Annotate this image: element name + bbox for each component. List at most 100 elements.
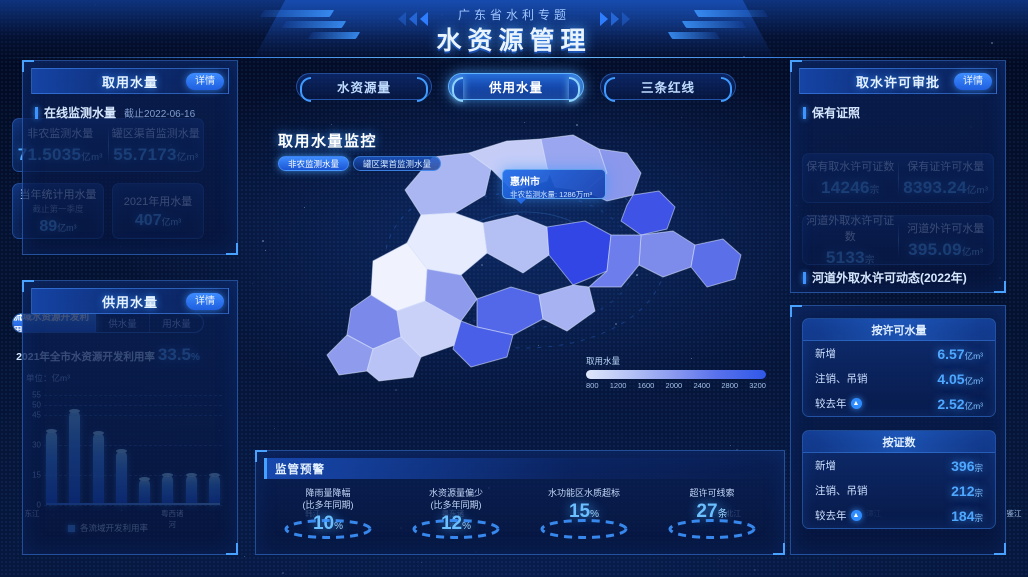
dynamics-row-unit: 亿m³ bbox=[965, 401, 983, 411]
map-legend-gradient bbox=[586, 370, 766, 379]
warning-item: 降雨量降幅 (比多年同期) 10% bbox=[264, 487, 392, 535]
dynamics-row-unit: 亿m³ bbox=[965, 351, 983, 361]
legend-tick: 3200 bbox=[749, 381, 766, 390]
map-chip-canal-head[interactable]: 罐区渠首监测水量 bbox=[353, 156, 441, 171]
detail-button-supply[interactable]: 详情 bbox=[186, 293, 224, 310]
panel-header: 取水许可审批 详情 bbox=[799, 68, 997, 94]
panel-header: 取用水量 详情 bbox=[31, 68, 229, 94]
detail-button-permit[interactable]: 详情 bbox=[954, 73, 992, 90]
section-label-online-monitoring: 在线监测水量 截止2022-06-16 bbox=[35, 104, 237, 121]
section-note-text: 截止2022-06-16 bbox=[124, 105, 195, 120]
map-region bbox=[639, 231, 695, 277]
warning-label: 降雨量降幅 (比多年同期) bbox=[264, 487, 392, 511]
map-title: 取用水量监控 bbox=[278, 130, 377, 151]
dynamics-row: 新增 396宗 bbox=[803, 453, 995, 478]
panel-title: 供用水量 bbox=[102, 292, 158, 311]
map-chip-group: 非农监测水量 罐区渠首监测水量 bbox=[278, 156, 441, 171]
panel-header: 供用水量 详情 bbox=[31, 288, 229, 314]
dynamics-row-label: 注销、吊销 bbox=[815, 371, 868, 386]
section-label-text: 保有证照 bbox=[812, 104, 860, 121]
page-header: 广东省水利专题 水资源管理 bbox=[0, 0, 1028, 62]
dynamics-row-label: 新增 bbox=[815, 458, 836, 473]
dynamics-row-value: 6.57亿m³ bbox=[937, 346, 983, 362]
dynamics-row: 注销、吊销 4.05亿m³ bbox=[803, 366, 995, 391]
warning-item: 水资源量偏少 (比多年同期) 12% bbox=[392, 487, 520, 535]
warning-dashed-ring-icon bbox=[538, 519, 630, 539]
map-legend: 取用水量 800 1200 1600 2000 2400 2800 3200 bbox=[586, 355, 766, 390]
dynamics-row-value: 184宗 bbox=[951, 508, 983, 524]
main-tab-bar: 水资源量 供用水量 三条红线 bbox=[296, 73, 736, 100]
dashboard-root: 广东省水利专题 水资源管理 水资源量 供用水量 三条红线 bbox=[0, 0, 1028, 577]
legend-tick: 800 bbox=[586, 381, 599, 390]
subcard-by-volume: 按许可水量 新增 6.57亿m³ 注销、吊销 4.05亿m³ 较去年 ▲ 2.52亿m³ bbox=[802, 318, 996, 417]
section-marker bbox=[803, 107, 806, 119]
section-label-text: 河道外取水许可动态(2022年) bbox=[812, 269, 967, 286]
dynamics-row-value: 396宗 bbox=[951, 458, 983, 474]
dynamics-row-unit: 宗 bbox=[974, 488, 983, 498]
panel-supply-usage: 供用水量 详情 bbox=[22, 280, 238, 555]
map-legend-title: 取用水量 bbox=[586, 355, 766, 367]
page-title: 水资源管理 bbox=[0, 21, 1028, 57]
section-label-permit-dynamics: 河道外取水许可动态(2022年) bbox=[803, 269, 967, 286]
section-label-text: 在线监测水量 bbox=[44, 104, 116, 121]
map-region bbox=[691, 239, 741, 287]
legend-tick: 2400 bbox=[693, 381, 710, 390]
header-divider bbox=[0, 57, 1028, 58]
legend-tick: 1600 bbox=[638, 381, 655, 390]
dynamics-row-label: 注销、吊销 bbox=[815, 483, 868, 498]
map-legend-ticks: 800 1200 1600 2000 2400 2800 3200 bbox=[586, 381, 766, 390]
legend-tick: 2800 bbox=[721, 381, 738, 390]
dynamics-row-label: 较去年 ▲ bbox=[815, 508, 862, 523]
tooltip-city-name: 惠州市 bbox=[510, 173, 598, 188]
warning-dashed-ring-icon bbox=[410, 519, 502, 539]
dynamics-row-label: 新增 bbox=[815, 346, 836, 361]
warning-panel-title: 监管预警 bbox=[275, 461, 325, 477]
dynamics-row: 注销、吊销 212宗 bbox=[803, 478, 995, 503]
subcard-by-count: 按证数 新增 396宗 注销、吊销 212宗 较去年 ▲ 184宗 bbox=[802, 430, 996, 529]
dynamics-row: 新增 6.57亿m³ bbox=[803, 341, 995, 366]
dynamics-row-value: 2.52亿m³ bbox=[937, 396, 983, 412]
dynamics-row-unit: 宗 bbox=[974, 513, 983, 523]
dynamics-row: 较去年 ▲ 2.52亿m³ bbox=[803, 391, 995, 416]
detail-button-intake[interactable]: 详情 bbox=[186, 73, 224, 90]
map-region bbox=[483, 215, 549, 273]
panel-permit-dynamics: 按许可水量 新增 6.57亿m³ 注销、吊销 4.05亿m³ 较去年 ▲ 2.52亿m³ 按… bbox=[790, 305, 1006, 555]
dynamics-row-label: 较去年 ▲ bbox=[815, 396, 862, 411]
tab-water-resource-volume[interactable]: 水资源量 bbox=[296, 73, 432, 100]
warning-dashed-ring-icon bbox=[666, 519, 758, 539]
warning-items: 降雨量降幅 (比多年同期) 10% 水资源量偏少 (比多年同期) 12% 水功能区水质超标 1… bbox=[264, 487, 776, 535]
warning-dashed-ring-icon bbox=[282, 519, 374, 539]
warning-label: 水资源量偏少 (比多年同期) bbox=[392, 487, 520, 511]
trend-up-icon: ▲ bbox=[851, 398, 862, 409]
warning-panel-header: 监管预警 bbox=[264, 458, 776, 479]
dynamics-row-value: 4.05亿m³ bbox=[937, 371, 983, 387]
panel-title: 取水许可审批 bbox=[856, 72, 940, 91]
dynamics-row-value: 212宗 bbox=[951, 483, 983, 499]
subcard-rows: 新增 396宗注销、吊销 212宗较去年 ▲ 184宗 bbox=[803, 453, 995, 528]
section-marker bbox=[35, 107, 38, 119]
map-chip-nonfarm[interactable]: 非农监测水量 bbox=[278, 156, 349, 171]
subcard-title: 按许可水量 bbox=[803, 319, 995, 341]
panel-permit-approval: 取水许可审批 详情 保有证照 河道外取水许可动态(2022年) bbox=[790, 60, 1006, 293]
warning-item: 水功能区水质超标 15% bbox=[520, 487, 648, 535]
section-marker bbox=[803, 272, 806, 284]
tab-supply-usage-volume[interactable]: 供用水量 bbox=[448, 73, 584, 100]
legend-tick: 2000 bbox=[666, 381, 683, 390]
dynamics-row: 较去年 ▲ 184宗 bbox=[803, 503, 995, 528]
tooltip-pointer-icon bbox=[515, 198, 527, 204]
dynamics-row-unit: 亿m³ bbox=[965, 376, 983, 386]
map-region bbox=[539, 285, 595, 331]
warning-label: 超许可线索 bbox=[648, 487, 776, 499]
trend-up-icon: ▲ bbox=[851, 510, 862, 521]
warning-item: 超许可线索 27条 bbox=[648, 487, 776, 535]
panel-regulatory-warning: 监管预警 降雨量降幅 (比多年同期) 10% 水资源量偏少 (比多年同期) 12% 水功能区… bbox=[255, 450, 785, 555]
warning-label: 水功能区水质超标 bbox=[520, 487, 648, 499]
dynamics-row-unit: 宗 bbox=[974, 463, 983, 473]
subcard-rows: 新增 6.57亿m³ 注销、吊销 4.05亿m³ 较去年 ▲ 2.52亿m³ bbox=[803, 341, 995, 416]
section-label-held-certificates: 保有证照 bbox=[803, 104, 1005, 121]
panel-intake-volume: 取用水量 详情 在线监测水量 截止2022-06-16 bbox=[22, 60, 238, 255]
tab-three-red-lines[interactable]: 三条红线 bbox=[600, 73, 736, 100]
panel-title: 取用水量 bbox=[102, 72, 158, 91]
map-tooltip: 惠州市 非农监测水量: 1286万m³ bbox=[502, 169, 606, 199]
legend-tick: 1200 bbox=[610, 381, 627, 390]
